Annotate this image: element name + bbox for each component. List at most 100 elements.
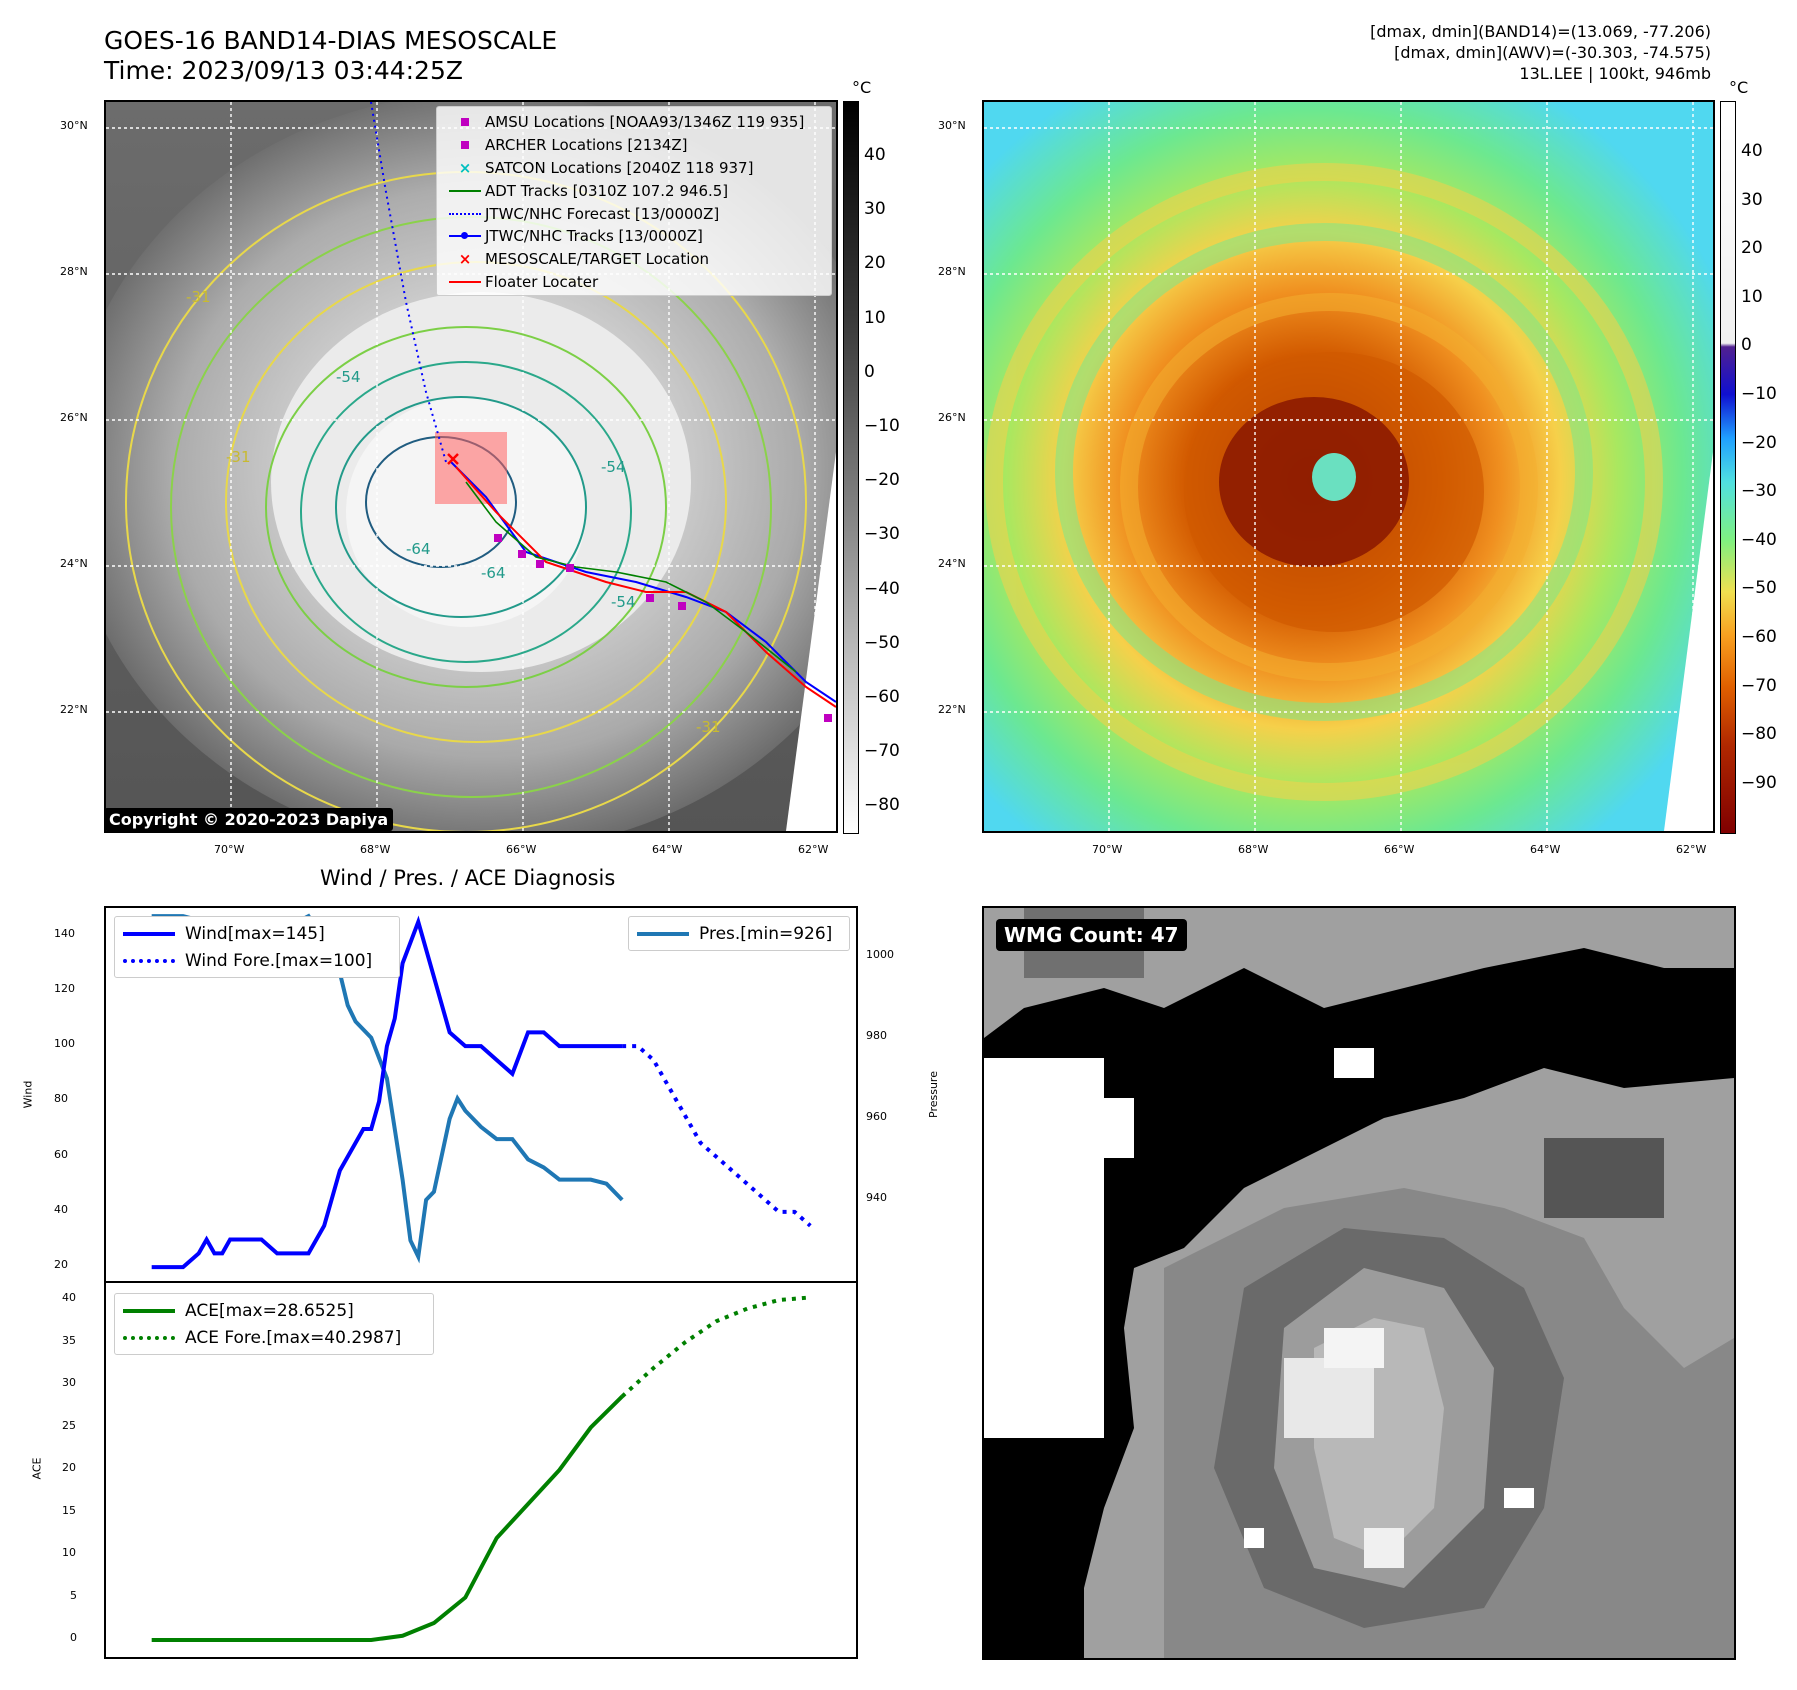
wmg-panel — [982, 906, 1736, 1660]
ace-tick: 10 — [62, 1546, 76, 1559]
lon-label: 64°W — [652, 843, 683, 856]
colorbar-color-tick: 0 — [1741, 335, 1752, 356]
contour-label: -31 — [226, 448, 251, 466]
contour-label: -64 — [406, 540, 431, 558]
lat-label: 26°N — [938, 411, 966, 424]
ace-tick: 5 — [70, 1588, 77, 1602]
info-band14: [dmax, dmin](BAND14)=(13.069, -77.206) — [1370, 22, 1711, 41]
legend-adt: ADT Tracks [0310Z 107.2 946.5] — [445, 179, 823, 202]
jtwc-track — [450, 461, 836, 703]
lon-label: 66°W — [506, 843, 537, 856]
figure-title: GOES-16 BAND14-DIAS MESOSCALE — [104, 26, 558, 55]
lon-label: 68°W — [1238, 843, 1269, 856]
colorbar-gray-tick: 10 — [864, 307, 886, 328]
legend-jtwc: JTWC/NHC Tracks [13/0000Z] — [445, 225, 823, 248]
lon-label: 62°W — [1676, 843, 1707, 856]
colorbar-color — [1720, 101, 1736, 834]
lat-label: 24°N — [938, 557, 966, 570]
colorbar-color-tick: 30 — [1741, 189, 1763, 210]
ace-ylabel: ACE — [30, 1457, 44, 1480]
wmg-image — [984, 908, 1734, 1658]
colorbar-gray-tick: −10 — [864, 416, 900, 436]
colorbar-gray-tick: 0 — [864, 361, 875, 382]
ace-line — [151, 1395, 624, 1642]
wind-tick: 80 — [54, 1092, 68, 1106]
lon-label: 66°W — [1384, 843, 1415, 856]
colorbar-gray-tick: −50 — [864, 632, 900, 653]
lon-label: 62°W — [798, 843, 829, 856]
contour-label: -31 — [696, 718, 721, 736]
wind-tick: 40 — [54, 1202, 68, 1216]
colorbar-color-tick: 20 — [1741, 238, 1763, 259]
legend-floater: Floater Locater — [445, 271, 823, 294]
copyright-badge: Copyright © 2020-2023 Dapiya — [104, 808, 394, 831]
colorbar-gray-tick: 30 — [864, 199, 886, 220]
contour-label: -54 — [601, 458, 626, 476]
lat-label: 26°N — [60, 411, 88, 424]
colorbar-color-tick: 10 — [1741, 286, 1763, 307]
wind-tick: 100 — [54, 1037, 75, 1051]
color-ir-map — [984, 102, 1713, 831]
forecast-track — [370, 102, 447, 463]
contour-label: -54 — [611, 593, 636, 611]
legend-pres: Pres.[min=926] — [699, 923, 833, 944]
colorbar-color-tick: −50 — [1741, 578, 1777, 599]
wind-pres-plot: Wind[max=145] Wind Fore.[max=100] Pres.[… — [104, 906, 858, 1283]
lat-label: 30°N — [938, 119, 966, 132]
pres-legend: Pres.[min=926] — [628, 916, 850, 951]
contour-label: -31 — [186, 288, 211, 306]
lat-label: 22°N — [938, 703, 966, 716]
colorbar-gray-tick: 40 — [864, 145, 886, 165]
info-awv: [dmax, dmin](AWV)=(-30.303, -74.575) — [1394, 43, 1711, 62]
colorbar-color-tick: −30 — [1741, 481, 1777, 502]
adt-track — [465, 481, 797, 673]
wmg-count-badge: WMG Count: 47 — [996, 919, 1187, 951]
legend-forecast: JTWC/NHC Forecast [13/0000Z] — [445, 202, 823, 225]
colorbar-color-tick: −20 — [1741, 432, 1777, 453]
target-box — [435, 432, 507, 504]
colorbar-color-tick: −40 — [1741, 529, 1777, 550]
colorbar-color-tick: −10 — [1741, 384, 1777, 404]
pres-tick: 980 — [866, 1028, 887, 1042]
ace-tick: 0 — [70, 1631, 77, 1644]
colorbar-gray-tick: −30 — [864, 524, 900, 545]
colorbar-color-tick: −90 — [1741, 772, 1777, 793]
colorbar-gray-tick: −40 — [864, 578, 900, 599]
figure-time: Time: 2023/09/13 03:44:25Z — [104, 56, 463, 85]
colorbar-color-tick: −70 — [1741, 675, 1777, 696]
color-ir-map-panel — [982, 100, 1715, 833]
wind-line — [151, 915, 623, 1270]
map-legend: AMSU Locations [NOAA93/1346Z 119 935] AR… — [436, 106, 832, 296]
lon-label: 70°W — [214, 843, 245, 856]
colorbar-color-unit: °C — [1729, 78, 1749, 97]
ace-tick: 15 — [62, 1503, 76, 1517]
info-storm: 13L.LEE | 100kt, 946mb — [1519, 64, 1711, 83]
ace-tick: 25 — [62, 1418, 76, 1432]
lat-label: 24°N — [60, 557, 88, 570]
wind-ylabel: Wind — [21, 1080, 35, 1109]
colorbar-gray-tick: −60 — [864, 687, 900, 707]
ace-svg — [151, 1295, 811, 1642]
ace-tick: 30 — [62, 1376, 76, 1389]
ace-forecast-line — [620, 1295, 811, 1398]
wind-tick: 140 — [54, 926, 75, 940]
lat-label: 28°N — [938, 265, 966, 278]
pres-tick: 1000 — [866, 947, 894, 961]
wind-tick: 120 — [54, 981, 75, 995]
colorbar-gray-tick: −70 — [864, 741, 900, 762]
map2-gridlines — [984, 102, 1713, 831]
lon-label: 70°W — [1092, 843, 1123, 856]
colorbar-gray-unit: °C — [852, 78, 872, 97]
wind-tick: 60 — [54, 1147, 68, 1161]
contour-label: -64 — [481, 564, 506, 582]
legend-wind: Wind[max=145] — [185, 923, 325, 944]
pres-tick: 940 — [866, 1190, 887, 1204]
diagnosis-title: Wind / Pres. / ACE Diagnosis — [320, 866, 616, 890]
ir-map-panel: -31 -31 -31 -54 -54 -54 -64 -64 — [104, 100, 838, 833]
lon-label: 64°W — [1530, 843, 1561, 856]
legend-archer: ARCHER Locations [2134Z] — [445, 134, 823, 157]
wind-legend: Wind[max=145] Wind Fore.[max=100] — [114, 916, 400, 978]
pres-ylabel: Pressure — [926, 1071, 940, 1118]
colorbar-color-tick: −80 — [1741, 724, 1777, 745]
contour-label: -54 — [336, 368, 361, 386]
